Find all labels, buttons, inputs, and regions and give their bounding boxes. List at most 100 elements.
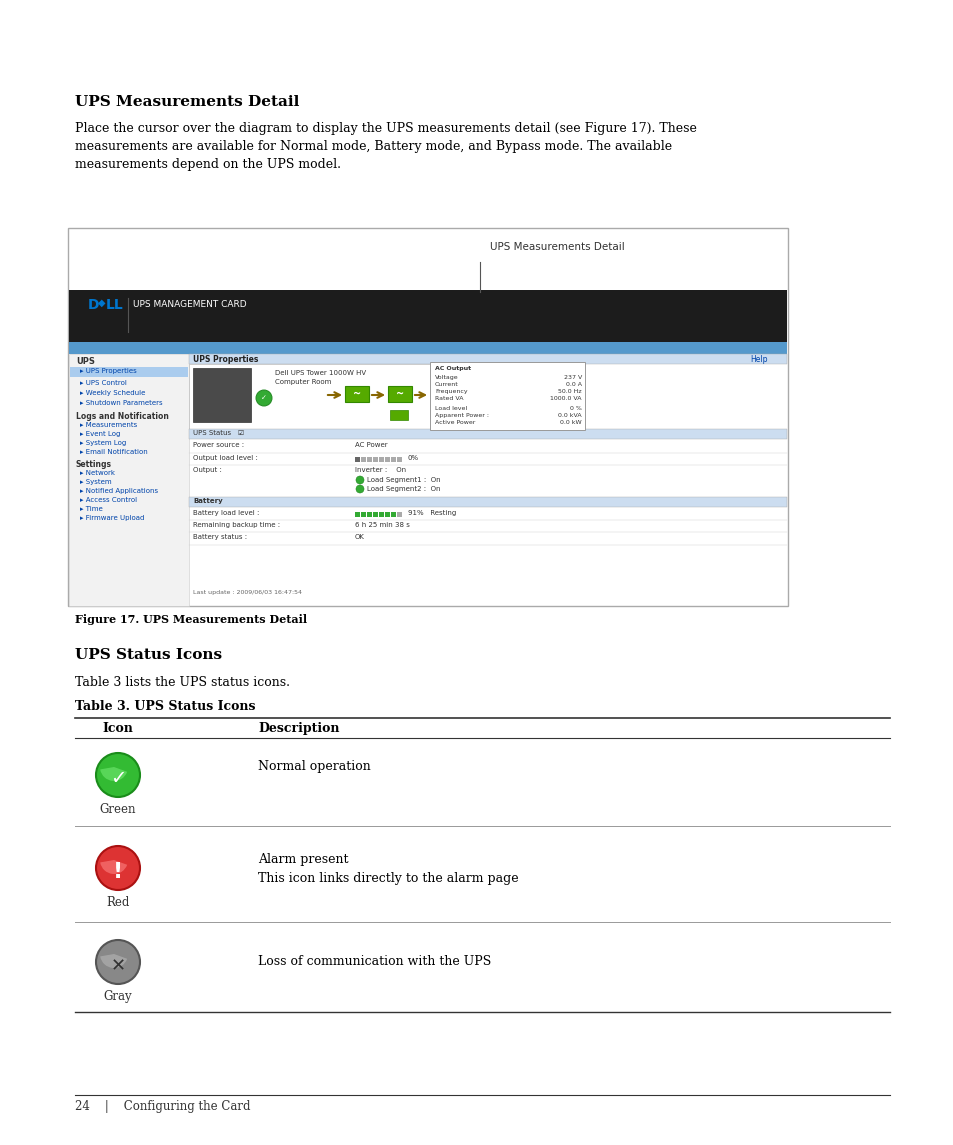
FancyBboxPatch shape <box>189 364 583 429</box>
Text: 0.0 kW: 0.0 kW <box>559 420 581 425</box>
Text: AC Output: AC Output <box>435 366 471 371</box>
Text: 0.0 A: 0.0 A <box>565 382 581 387</box>
Text: UPS: UPS <box>76 357 94 366</box>
Text: 91%   Resting: 91% Resting <box>408 510 456 516</box>
Text: ~: ~ <box>353 389 360 398</box>
Text: Gray: Gray <box>104 990 132 1003</box>
Text: 0%: 0% <box>408 455 418 461</box>
FancyBboxPatch shape <box>345 386 369 402</box>
Text: Settings: Settings <box>76 460 112 469</box>
FancyBboxPatch shape <box>378 512 384 518</box>
FancyBboxPatch shape <box>360 457 366 461</box>
Text: UPS Status Icons: UPS Status Icons <box>75 648 222 662</box>
FancyBboxPatch shape <box>391 457 395 461</box>
Text: ▸ Access Control: ▸ Access Control <box>80 497 137 503</box>
Text: Battery load level :: Battery load level : <box>193 510 259 516</box>
Text: ▸ Notified Applications: ▸ Notified Applications <box>80 488 158 493</box>
Text: UPS Properties: UPS Properties <box>193 355 258 364</box>
Text: D: D <box>88 298 99 311</box>
FancyBboxPatch shape <box>189 497 786 507</box>
Text: 237 V: 237 V <box>563 376 581 380</box>
Text: 1000.0 VA: 1000.0 VA <box>550 396 581 401</box>
FancyBboxPatch shape <box>355 512 359 518</box>
Text: Alarm present: Alarm present <box>257 853 348 866</box>
Text: ✓: ✓ <box>261 395 267 401</box>
Text: ▸ Email Notification: ▸ Email Notification <box>80 449 148 455</box>
Text: UPS Measurements Detail: UPS Measurements Detail <box>75 95 299 109</box>
Text: Green: Green <box>100 803 136 816</box>
Text: Table 3 lists the UPS status icons.: Table 3 lists the UPS status icons. <box>75 676 290 689</box>
Text: ▸ Firmware Upload: ▸ Firmware Upload <box>80 515 144 521</box>
Circle shape <box>355 485 364 493</box>
Text: ▸ Measurements: ▸ Measurements <box>80 423 137 428</box>
FancyBboxPatch shape <box>189 354 786 364</box>
Text: Power source :: Power source : <box>193 442 244 448</box>
Text: !: ! <box>112 862 123 882</box>
Text: ▸ UPS Control: ▸ UPS Control <box>80 380 127 386</box>
Text: Rated VA: Rated VA <box>435 396 463 401</box>
Text: Load Segment1 :  On: Load Segment1 : On <box>367 477 440 483</box>
Text: Computer Room: Computer Room <box>274 379 331 385</box>
Circle shape <box>96 940 140 984</box>
Text: Voltage: Voltage <box>435 376 458 380</box>
FancyBboxPatch shape <box>68 228 787 606</box>
Text: Battery: Battery <box>193 498 222 504</box>
Text: UPS MANAGEMENT CARD: UPS MANAGEMENT CARD <box>132 300 247 309</box>
Circle shape <box>355 476 364 484</box>
Text: ▸ Network: ▸ Network <box>80 469 115 476</box>
Text: UPS Status   ☑: UPS Status ☑ <box>193 431 244 436</box>
Text: ▸ Event Log: ▸ Event Log <box>80 431 120 437</box>
Text: Help: Help <box>750 355 767 364</box>
Text: Load level: Load level <box>435 406 467 411</box>
FancyBboxPatch shape <box>189 429 786 439</box>
Text: Output load level :: Output load level : <box>193 455 257 461</box>
FancyBboxPatch shape <box>385 512 390 518</box>
Text: Load Segment2 :  On: Load Segment2 : On <box>367 485 440 492</box>
Text: Apparent Power :: Apparent Power : <box>435 413 489 418</box>
Text: ~: ~ <box>395 389 404 398</box>
Text: 50.0 Hz: 50.0 Hz <box>558 389 581 394</box>
Text: Red: Red <box>106 897 130 909</box>
Text: Inverter :    On: Inverter : On <box>355 467 406 473</box>
Text: ✓: ✓ <box>110 769 126 789</box>
FancyBboxPatch shape <box>355 457 359 461</box>
Text: Icon: Icon <box>103 722 133 735</box>
Text: 24    |    Configuring the Card: 24 | Configuring the Card <box>75 1100 251 1113</box>
FancyBboxPatch shape <box>367 457 372 461</box>
FancyBboxPatch shape <box>391 512 395 518</box>
Text: Table 3. UPS Status Icons: Table 3. UPS Status Icons <box>75 700 255 713</box>
FancyBboxPatch shape <box>388 386 412 402</box>
Text: Logs and Notification: Logs and Notification <box>76 412 169 421</box>
Text: Normal operation: Normal operation <box>257 760 371 773</box>
Text: Loss of communication with the UPS: Loss of communication with the UPS <box>257 955 491 968</box>
Text: ◆: ◆ <box>98 298 106 308</box>
Text: 0.0 kVA: 0.0 kVA <box>558 413 581 418</box>
FancyBboxPatch shape <box>378 457 384 461</box>
Text: Dell UPS Tower 1000W HV: Dell UPS Tower 1000W HV <box>274 370 366 376</box>
FancyBboxPatch shape <box>193 368 251 423</box>
Circle shape <box>96 753 140 797</box>
Text: Last update : 2009/06/03 16:47:54: Last update : 2009/06/03 16:47:54 <box>193 590 302 595</box>
Text: Description: Description <box>257 722 339 735</box>
Wedge shape <box>100 954 127 968</box>
Text: ▸ System Log: ▸ System Log <box>80 440 126 447</box>
Wedge shape <box>100 860 127 874</box>
FancyBboxPatch shape <box>69 342 786 354</box>
FancyBboxPatch shape <box>367 512 372 518</box>
FancyBboxPatch shape <box>390 410 408 420</box>
Text: Active Power: Active Power <box>435 420 475 425</box>
Text: ▸ System: ▸ System <box>80 479 112 485</box>
Circle shape <box>96 846 140 890</box>
Text: AC Power: AC Power <box>355 442 387 448</box>
Text: LL: LL <box>106 298 124 311</box>
FancyBboxPatch shape <box>70 368 188 377</box>
Text: This icon links directly to the alarm page: This icon links directly to the alarm pa… <box>257 872 518 885</box>
Text: Remaining backup time :: Remaining backup time : <box>193 522 280 528</box>
FancyBboxPatch shape <box>385 457 390 461</box>
Text: Figure 17. UPS Measurements Detail: Figure 17. UPS Measurements Detail <box>75 614 307 625</box>
Wedge shape <box>100 767 127 781</box>
Text: OK: OK <box>355 534 364 540</box>
FancyBboxPatch shape <box>430 362 584 431</box>
Text: Battery status :: Battery status : <box>193 534 247 540</box>
Text: ▸ Time: ▸ Time <box>80 506 103 512</box>
